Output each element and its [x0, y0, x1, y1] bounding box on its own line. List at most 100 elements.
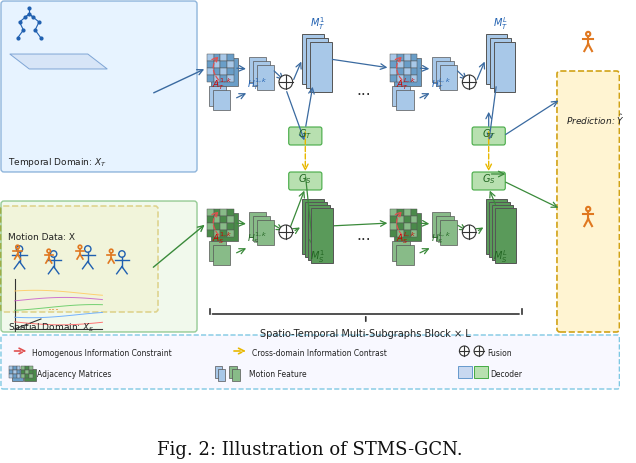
FancyBboxPatch shape	[211, 59, 238, 87]
FancyBboxPatch shape	[390, 55, 397, 62]
FancyBboxPatch shape	[557, 72, 619, 332]
FancyBboxPatch shape	[221, 210, 227, 217]
FancyBboxPatch shape	[221, 224, 227, 231]
FancyBboxPatch shape	[486, 35, 508, 85]
FancyBboxPatch shape	[302, 35, 324, 85]
FancyBboxPatch shape	[486, 200, 508, 255]
FancyBboxPatch shape	[221, 69, 227, 76]
Text: Temporal Domain: $X_T$: Temporal Domain: $X_T$	[8, 156, 107, 169]
FancyBboxPatch shape	[227, 224, 234, 231]
FancyBboxPatch shape	[1, 206, 158, 313]
FancyBboxPatch shape	[411, 69, 417, 76]
FancyBboxPatch shape	[207, 224, 214, 231]
FancyBboxPatch shape	[207, 62, 214, 69]
Text: Motion Data: X: Motion Data: X	[8, 232, 75, 242]
FancyBboxPatch shape	[214, 69, 221, 76]
FancyBboxPatch shape	[392, 87, 410, 107]
FancyBboxPatch shape	[25, 374, 29, 378]
FancyBboxPatch shape	[252, 217, 270, 242]
FancyBboxPatch shape	[25, 366, 29, 370]
FancyBboxPatch shape	[308, 206, 329, 260]
FancyBboxPatch shape	[214, 224, 221, 231]
FancyBboxPatch shape	[211, 213, 238, 242]
FancyBboxPatch shape	[397, 55, 404, 62]
FancyBboxPatch shape	[256, 220, 274, 245]
FancyBboxPatch shape	[22, 366, 25, 370]
FancyBboxPatch shape	[436, 62, 453, 87]
Text: $G_S$: $G_S$	[482, 172, 495, 185]
Text: $A_S^{L,k}$: $A_S^{L,k}$	[396, 231, 416, 246]
Circle shape	[462, 225, 476, 239]
FancyBboxPatch shape	[394, 213, 422, 242]
Circle shape	[279, 225, 293, 239]
FancyBboxPatch shape	[22, 370, 25, 374]
Text: Prediction: $\hat{Y}$: Prediction: $\hat{Y}$	[566, 112, 625, 127]
FancyBboxPatch shape	[227, 62, 234, 69]
FancyBboxPatch shape	[207, 55, 214, 62]
FancyBboxPatch shape	[495, 208, 516, 263]
FancyBboxPatch shape	[302, 200, 324, 255]
FancyBboxPatch shape	[397, 76, 404, 83]
FancyBboxPatch shape	[214, 366, 223, 378]
FancyBboxPatch shape	[1, 201, 197, 332]
FancyBboxPatch shape	[227, 231, 234, 238]
Text: Spatio-Temporal Multi-Subgraphs Block × L: Spatio-Temporal Multi-Subgraphs Block × …	[260, 328, 471, 338]
FancyBboxPatch shape	[459, 366, 472, 378]
Text: ...: ...	[48, 300, 60, 313]
FancyBboxPatch shape	[227, 210, 234, 217]
FancyBboxPatch shape	[249, 58, 266, 83]
Text: $H_S^{L,k}$: $H_S^{L,k}$	[431, 231, 451, 246]
Text: $A_T^{L,k}$: $A_T^{L,k}$	[396, 76, 416, 91]
FancyBboxPatch shape	[490, 39, 511, 89]
FancyBboxPatch shape	[227, 69, 234, 76]
FancyBboxPatch shape	[390, 76, 397, 83]
FancyBboxPatch shape	[397, 224, 404, 231]
Polygon shape	[10, 55, 107, 70]
FancyBboxPatch shape	[13, 374, 17, 378]
FancyBboxPatch shape	[252, 62, 270, 87]
FancyBboxPatch shape	[404, 217, 411, 224]
FancyBboxPatch shape	[397, 62, 404, 69]
Circle shape	[459, 346, 469, 356]
FancyBboxPatch shape	[404, 62, 411, 69]
FancyBboxPatch shape	[207, 76, 214, 83]
FancyBboxPatch shape	[432, 213, 450, 238]
FancyBboxPatch shape	[22, 374, 25, 378]
FancyBboxPatch shape	[440, 220, 457, 245]
Text: $G_T$: $G_T$	[481, 127, 495, 140]
FancyBboxPatch shape	[394, 59, 422, 87]
Circle shape	[279, 76, 293, 90]
FancyBboxPatch shape	[396, 91, 413, 111]
Text: $H_S^{1,k}$: $H_S^{1,k}$	[247, 231, 268, 246]
FancyBboxPatch shape	[207, 231, 214, 238]
Circle shape	[462, 76, 476, 90]
FancyBboxPatch shape	[492, 206, 513, 260]
FancyBboxPatch shape	[390, 217, 397, 224]
Text: Motion Feature: Motion Feature	[249, 369, 307, 379]
FancyBboxPatch shape	[411, 217, 417, 224]
FancyBboxPatch shape	[1, 335, 619, 389]
FancyBboxPatch shape	[289, 128, 322, 146]
FancyBboxPatch shape	[13, 366, 17, 370]
FancyBboxPatch shape	[214, 217, 221, 224]
FancyBboxPatch shape	[392, 242, 410, 262]
FancyBboxPatch shape	[209, 242, 226, 262]
FancyBboxPatch shape	[440, 66, 457, 91]
Circle shape	[474, 346, 484, 356]
FancyBboxPatch shape	[397, 217, 404, 224]
FancyBboxPatch shape	[474, 366, 488, 378]
Text: $M_S^1$: $M_S^1$	[310, 248, 324, 264]
Text: $M_T^L$: $M_T^L$	[493, 15, 508, 32]
FancyBboxPatch shape	[432, 58, 450, 83]
FancyBboxPatch shape	[17, 370, 20, 374]
FancyBboxPatch shape	[207, 217, 214, 224]
Text: Fig. 2: Illustration of STMS-GCN.: Fig. 2: Illustration of STMS-GCN.	[157, 440, 463, 458]
FancyBboxPatch shape	[289, 173, 322, 191]
FancyBboxPatch shape	[13, 370, 17, 374]
FancyBboxPatch shape	[214, 231, 221, 238]
FancyBboxPatch shape	[397, 69, 404, 76]
Text: $A_T^{1,k}$: $A_T^{1,k}$	[212, 76, 233, 91]
FancyBboxPatch shape	[221, 55, 227, 62]
FancyBboxPatch shape	[218, 369, 225, 381]
Text: $A_S^{1,k}$: $A_S^{1,k}$	[212, 231, 233, 246]
